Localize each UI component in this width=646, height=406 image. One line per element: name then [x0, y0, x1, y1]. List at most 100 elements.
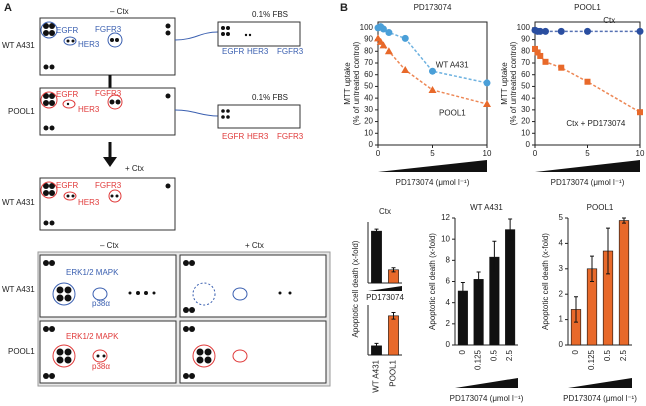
- target-label: ERK1/2 MAPK: [66, 332, 119, 341]
- y-tick-label: 50: [521, 82, 530, 91]
- x-axis-label: PD173074: [366, 293, 404, 302]
- target-label: FGFR3: [95, 89, 122, 98]
- y-tick-label: 0: [446, 340, 451, 349]
- y-tick-label: 80: [364, 46, 373, 55]
- cell-line: WT A431: [2, 41, 35, 50]
- x-tick-label: 0.125: [587, 349, 596, 370]
- chart-title: POOL1: [574, 3, 601, 12]
- highlight-circles: [40, 21, 123, 48]
- x-tick-label: 0.125: [474, 349, 483, 370]
- error-bar: [391, 267, 396, 273]
- kinase-blot: [39, 254, 177, 318]
- point: [542, 27, 549, 35]
- y-tick-label: 70: [364, 58, 373, 67]
- y-axis-label: (% of untreated control): [352, 41, 361, 125]
- panel-label: B: [340, 2, 348, 14]
- y-tick-label: 30: [521, 105, 530, 114]
- y-tick-label: 20: [521, 117, 530, 126]
- target-label: p38α: [92, 299, 110, 308]
- point: [401, 66, 410, 74]
- cell-line: WT A431: [2, 285, 35, 294]
- spots: [43, 23, 171, 70]
- error-bar: [590, 255, 594, 282]
- inset-blot: [217, 21, 301, 47]
- x-tick-label: 0: [458, 349, 467, 354]
- bar: [371, 230, 382, 284]
- condition: – Ctx: [110, 7, 129, 16]
- y-tick-label: 2: [446, 319, 451, 328]
- y-tick-label: 60: [364, 70, 373, 79]
- column-header: + Ctx: [245, 241, 264, 250]
- x-tick-label: WT A431: [372, 359, 381, 392]
- y-tick-label: 100: [360, 23, 374, 32]
- x-tick-label: 5: [430, 149, 435, 158]
- point: [536, 27, 544, 35]
- point: [636, 27, 644, 35]
- y-tick-label: 90: [521, 35, 530, 44]
- point: [537, 52, 544, 59]
- target-label: FGFR3: [277, 47, 304, 56]
- bar: [618, 220, 630, 346]
- y-axis-label: MTT uptake: [343, 62, 352, 105]
- x-axis-label: PD173074 (μmol l⁻¹): [396, 178, 470, 187]
- target-label: HER3: [78, 40, 100, 49]
- highlight-circles: [52, 282, 248, 368]
- bar: [388, 315, 399, 356]
- y-tick-label: 70: [521, 58, 530, 67]
- y-tick-label: 10: [364, 128, 373, 137]
- connector: [174, 31, 219, 41]
- error-bar: [622, 217, 626, 224]
- x-tick-label: 10: [636, 149, 645, 158]
- panel-label: A: [4, 2, 12, 14]
- y-axis-label: Apoptotic cell death (x-fold): [541, 233, 550, 330]
- y-tick-label: 30: [364, 105, 373, 114]
- point: [558, 64, 565, 71]
- point: [542, 58, 549, 65]
- y-tick-label: 3: [559, 264, 564, 273]
- y-tick-label: 60: [521, 70, 530, 79]
- series-label: POOL1: [439, 108, 466, 117]
- point: [483, 79, 491, 87]
- target-label: FGFR3: [95, 181, 122, 190]
- spots: [43, 260, 292, 379]
- array-blot: [39, 87, 176, 136]
- x-tick-label: 0: [533, 149, 538, 158]
- point: [637, 109, 643, 116]
- y-tick-label: 40: [521, 93, 530, 102]
- point: [379, 41, 388, 49]
- target-label: p38α: [92, 362, 110, 371]
- y-tick-label: 80: [521, 46, 530, 55]
- point: [534, 49, 541, 56]
- series-label: WT A431: [436, 60, 469, 69]
- target-label: HER3: [78, 105, 100, 114]
- error-bar: [492, 240, 497, 274]
- dose-wedge: [455, 378, 518, 388]
- target-label: EGFR: [56, 181, 78, 190]
- inset-blot: [217, 104, 301, 129]
- y-tick-label: 1: [559, 315, 564, 324]
- y-tick-label: 40: [364, 93, 373, 102]
- target-label: HER3: [78, 198, 100, 207]
- y-tick-label: 0: [526, 140, 531, 149]
- target-label: EGFR: [56, 26, 78, 35]
- y-tick-label: 10: [521, 128, 530, 137]
- highlight-circles: [40, 91, 123, 110]
- error-bar: [391, 312, 396, 320]
- array-blot: [39, 177, 176, 231]
- spots: [43, 93, 171, 131]
- y-tick-label: 0: [369, 140, 374, 149]
- point: [584, 27, 591, 35]
- x-tick-label: 5: [585, 149, 590, 158]
- y-tick-label: 6: [446, 277, 451, 286]
- point: [584, 78, 591, 85]
- x-tick-label: 0: [571, 349, 580, 354]
- x-axis-label: PD173074 (μmol l⁻¹): [551, 178, 625, 187]
- error-bar: [508, 218, 513, 241]
- target-label: EGFR: [222, 132, 244, 141]
- dose-wedge: [368, 286, 402, 291]
- highlight-circles: [40, 181, 122, 203]
- y-tick-label: 50: [364, 82, 373, 91]
- error-bar: [476, 271, 481, 288]
- column-header: – Ctx: [100, 241, 119, 250]
- x-tick-label: 0.5: [489, 349, 498, 361]
